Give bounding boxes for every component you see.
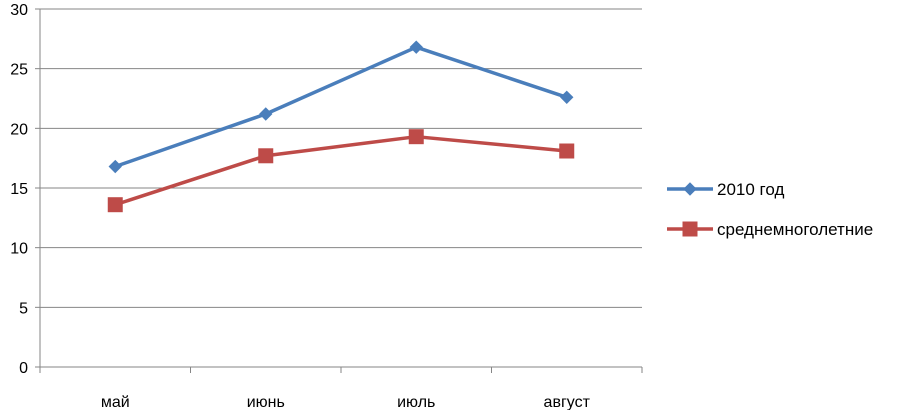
series-group (107, 40, 575, 213)
data-point-2-3 (408, 129, 424, 145)
data-point-2-2 (258, 148, 274, 164)
data-point-1-1 (108, 159, 122, 174)
y-tick-label: 30 (10, 2, 28, 19)
axes (35, 8, 643, 373)
legend-marker-2 (682, 221, 698, 237)
x-tick-label: август (544, 394, 591, 410)
data-point-1-2 (259, 107, 273, 121)
data-point-1-3 (409, 40, 423, 54)
x-tick-label: июнь (247, 394, 285, 410)
legend-label-2: среднемноголетние (717, 220, 873, 239)
y-tick-label: 25 (10, 62, 28, 79)
series-line-2 (114, 134, 567, 207)
legend-label-1: 2010 год (717, 180, 784, 199)
x-axis-tick-labels: май июнь июль август (101, 394, 591, 410)
x-tick-label: май (101, 394, 130, 410)
legend-marker-1 (683, 182, 697, 196)
y-axis-tick-labels: 0 5 10 15 20 25 30 (10, 2, 28, 377)
y-tick-label: 0 (19, 360, 28, 377)
legend: 2010 год среднемноголетние (667, 180, 873, 239)
y-tick-label: 20 (10, 121, 28, 138)
gridlines (40, 8, 642, 308)
y-tick-label: 15 (10, 181, 28, 198)
data-point-1-4 (560, 90, 574, 105)
series-line-1 (114, 45, 568, 169)
data-point-2-4 (559, 143, 575, 159)
y-tick-label: 5 (19, 300, 28, 317)
y-tick-label: 10 (10, 241, 28, 258)
data-point-2-1 (107, 197, 123, 213)
x-tick-label: июль (397, 394, 435, 410)
